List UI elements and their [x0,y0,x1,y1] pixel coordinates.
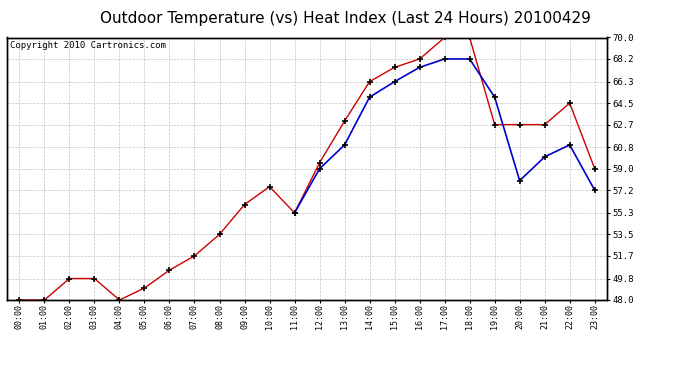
Text: Copyright 2010 Cartronics.com: Copyright 2010 Cartronics.com [10,42,166,51]
Text: Outdoor Temperature (vs) Heat Index (Last 24 Hours) 20100429: Outdoor Temperature (vs) Heat Index (Las… [99,11,591,26]
